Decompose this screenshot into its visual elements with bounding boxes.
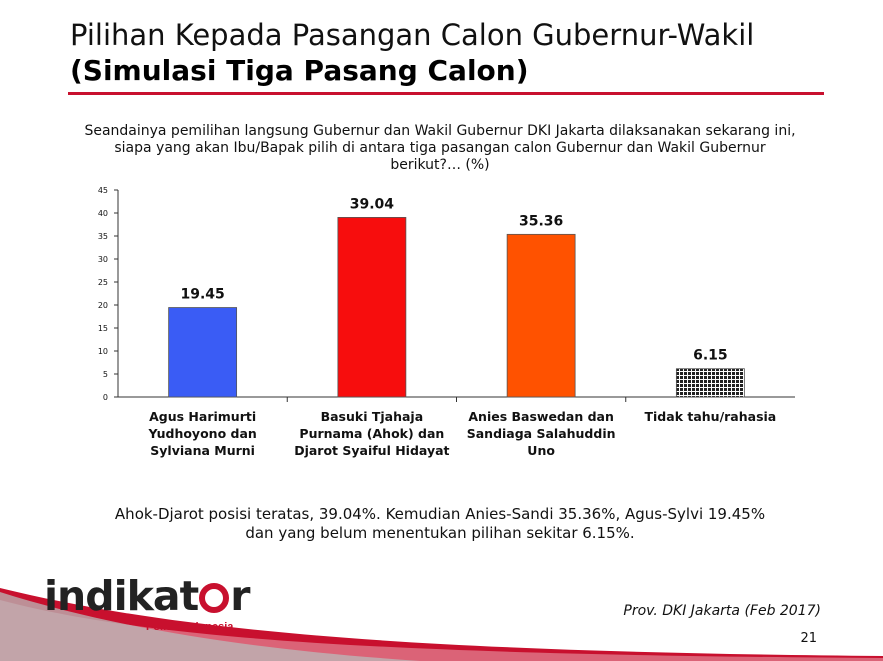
y-tick-label: 30 [98,255,108,264]
x-tick-label: Basuki Tjahaja [321,409,424,424]
y-tick-label: 40 [98,209,108,218]
bar [675,368,745,398]
data-label: 35.36 [519,213,563,229]
x-tick-label: Yudhoyono dan [147,426,256,441]
y-tick-label: 45 [98,186,108,195]
x-tick-label: Purnama (Ahok) dan [299,426,444,441]
x-tick-label: Sylviana Murni [150,443,255,458]
bar [337,217,407,398]
x-tick-label: Tidak tahu/rahasia [645,409,777,424]
survey-question: Seandainya pemilihan langsung Gubernur d… [84,123,796,173]
logo-text-end: r [230,572,250,620]
indikator-logo: indikat r [44,572,250,620]
slide-title: Pilihan Kepada Pasangan Calon Gubernur-W… [70,18,755,52]
source-note: Prov. DKI Jakarta (Feb 2017) [623,603,821,619]
logo-subtitle: Politik Indonesia [146,621,234,633]
title-divider [68,92,824,95]
logo-ring-icon [199,583,230,613]
page-number: 21 [800,631,817,646]
x-tick-label: Agus Harimurti [149,409,256,424]
bar [506,233,576,398]
x-tick-label: Uno [527,443,555,458]
y-tick-label: 0 [103,393,108,402]
y-tick-label: 5 [103,370,108,379]
data-label: 39.04 [350,196,395,212]
data-label: 19.45 [180,287,224,303]
x-tick-label: Anies Baswedan dan [468,409,613,424]
x-tick-label: Djarot Syaiful Hidayat [294,443,449,458]
bar [168,307,238,398]
y-tick-label: 35 [98,232,108,241]
y-tick-label: 15 [98,324,108,333]
summary-text: Ahok-Djarot posisi teratas, 39.04%. Kemu… [60,505,820,543]
slide-subtitle: (Simulasi Tiga Pasang Calon) [70,54,529,87]
summary-line-1: Ahok-Djarot posisi teratas, 39.04%. Kemu… [114,505,766,523]
data-label: 6.15 [693,348,728,364]
y-tick-label: 10 [98,347,108,356]
y-tick-label: 25 [98,278,108,287]
x-tick-label: Sandiaga Salahuddin [467,426,616,441]
y-tick-label: 20 [98,301,108,310]
summary-line-2: dan yang belum menentukan pilihan sekita… [245,524,635,542]
logo-text-start: indikat [44,572,199,620]
